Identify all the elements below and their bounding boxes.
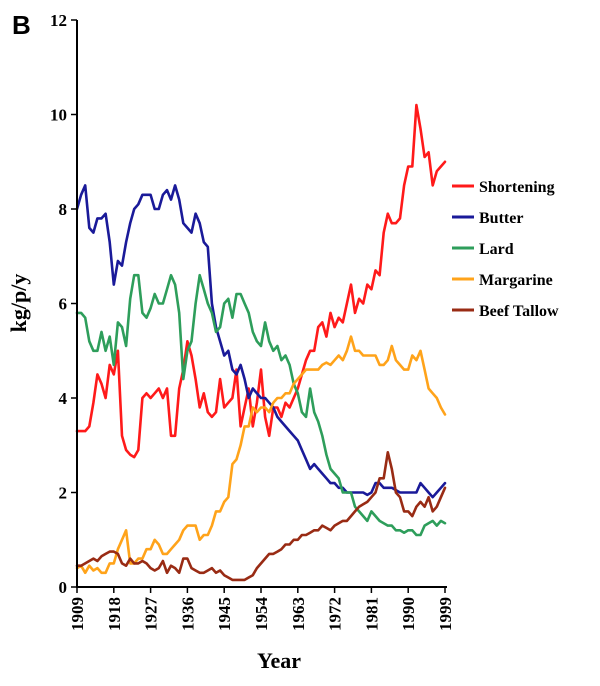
panel-label: B — [12, 10, 31, 40]
y-tick-label: 0 — [59, 578, 68, 597]
x-tick-label: 1918 — [105, 597, 124, 631]
x-tick-label: 1927 — [142, 597, 161, 632]
y-tick-label: 6 — [59, 295, 68, 314]
y-tick-label: 4 — [59, 389, 68, 408]
x-tick-label: 1936 — [178, 597, 197, 631]
y-axis-title: kg/p/y — [6, 274, 31, 333]
shortening-line — [75, 103, 447, 459]
y-axis-ticks: 0 2 4 6 8 10 12 — [50, 11, 77, 597]
x-tick-label: 1972 — [326, 597, 345, 631]
x-tick-label: 1990 — [399, 597, 418, 631]
x-tick-label: 1945 — [215, 597, 234, 631]
lard-line — [75, 273, 447, 537]
y-tick-label: 8 — [59, 200, 68, 219]
legend: Shortening Butter Lard Margarine Beef Tallow — [452, 179, 559, 320]
beef-tallow-line — [75, 451, 447, 582]
butter-line — [75, 184, 447, 499]
y-tick-label: 10 — [50, 106, 67, 125]
y-tick-label: 2 — [59, 484, 68, 503]
x-tick-label: 1954 — [252, 597, 271, 632]
legend-label-lard: Lard — [479, 241, 514, 258]
x-tick-label: 1909 — [68, 597, 87, 631]
x-tick-label: 1963 — [289, 597, 308, 631]
x-axis-title: Year — [257, 648, 301, 673]
plot-series — [75, 103, 447, 582]
legend-label-shortening: Shortening — [479, 179, 555, 196]
legend-label-butter: Butter — [479, 210, 523, 227]
margarine-line — [75, 335, 447, 575]
x-axis-ticks: 1909 1918 1927 1936 1945 1954 1963 1972 1981 1990… — [68, 587, 455, 631]
x-tick-label: 1981 — [362, 597, 381, 631]
x-tick-label: 1999 — [436, 597, 455, 631]
legend-label-beef-tallow: Beef Tallow — [479, 303, 559, 320]
y-tick-label: 12 — [50, 11, 67, 30]
legend-label-margarine: Margarine — [479, 272, 553, 289]
